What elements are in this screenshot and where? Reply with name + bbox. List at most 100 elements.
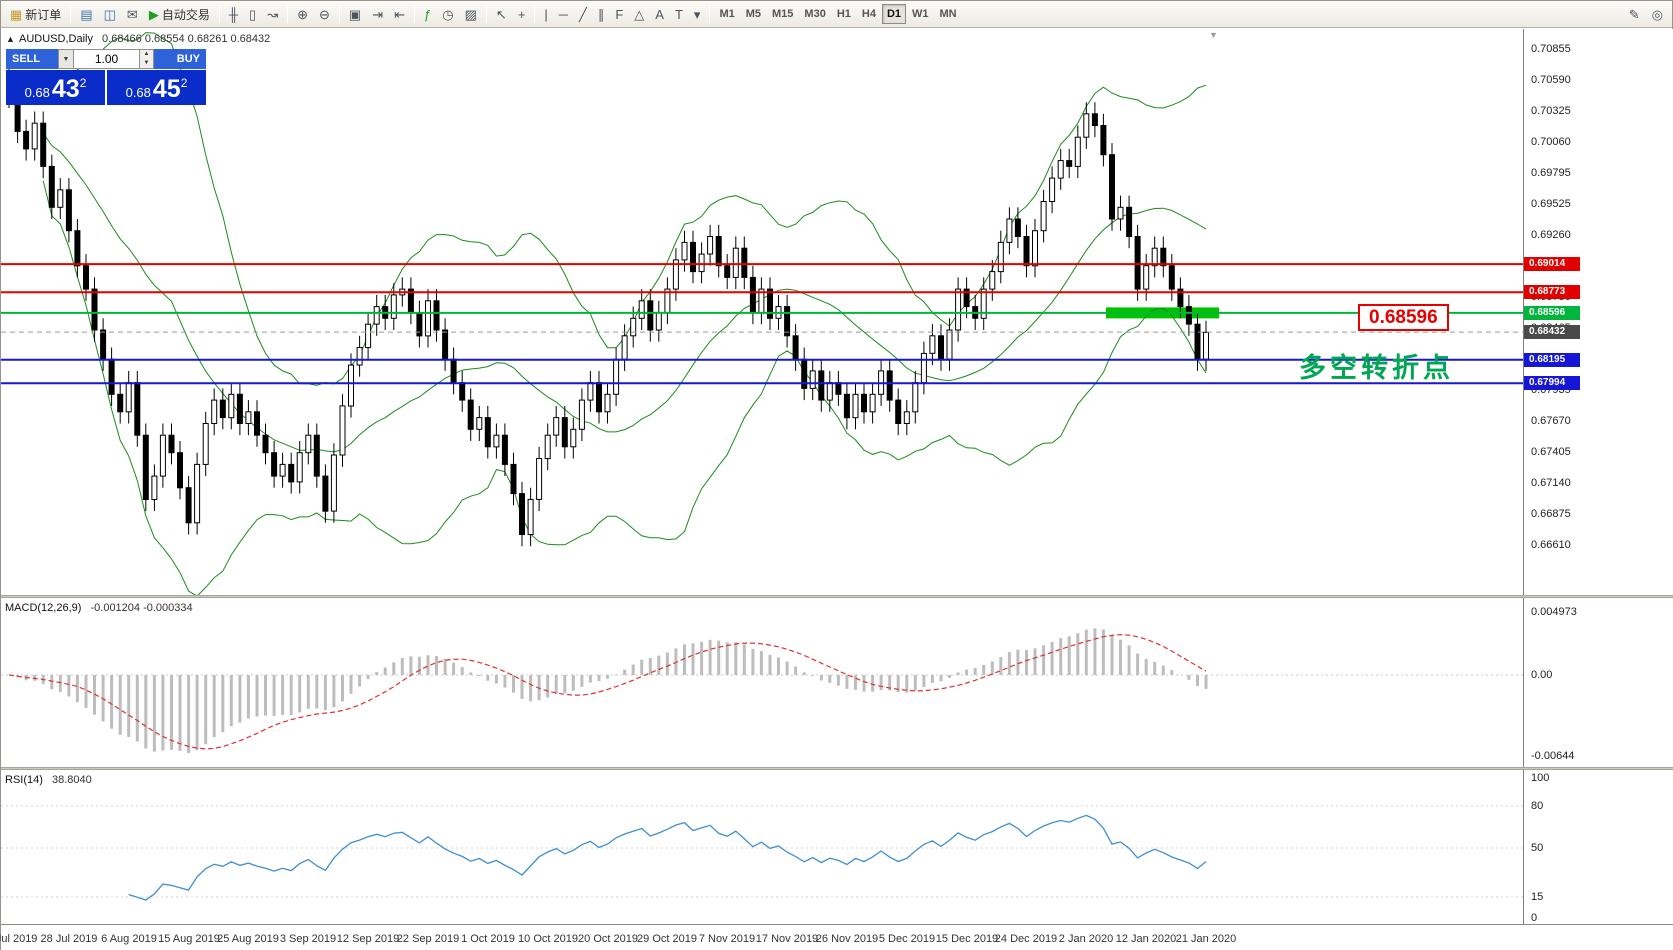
- text-button[interactable]: A: [650, 3, 669, 25]
- zoom-in-button[interactable]: ⊕: [292, 3, 313, 25]
- fibonacci-icon: F: [615, 6, 624, 22]
- rsi-pane[interactable]: RSI(14) 38.8040: [1, 770, 1673, 924]
- toolbar-separator: [414, 5, 416, 23]
- rsi-tick-label: 0: [1531, 912, 1538, 924]
- candlestick-plot[interactable]: [1, 29, 1673, 595]
- bar-chart-button[interactable]: ╫: [224, 3, 243, 25]
- vertical-line-button[interactable]: |: [539, 3, 552, 25]
- label-button[interactable]: T: [670, 3, 688, 25]
- alerts-button[interactable]: ✉: [122, 3, 143, 25]
- rsi-tick-label: 15: [1531, 891, 1544, 903]
- vertical-line-icon: |: [544, 6, 548, 22]
- bar-chart-icon: ╫: [228, 6, 239, 22]
- macd-plot[interactable]: [1, 598, 1673, 767]
- arrows-dropdown-button[interactable]: ▾: [689, 3, 706, 25]
- price-tick-label: 0.70855: [1531, 43, 1571, 55]
- cursor-button[interactable]: ↖: [491, 3, 512, 25]
- auto-scroll-button[interactable]: ⇥: [367, 3, 388, 25]
- indicators-button[interactable]: ƒ: [419, 3, 436, 25]
- chart-ohlc-label: AUDUSD,Daily 0.68466 0.68554 0.68261 0.6…: [19, 33, 270, 45]
- tile-windows-button[interactable]: ▣: [344, 3, 366, 25]
- date-tick-label: 20 Oct 2019: [578, 933, 638, 945]
- channel-button[interactable]: ∥: [593, 3, 610, 25]
- label-icon: T: [674, 6, 683, 22]
- macd-tick-label: 0.00: [1531, 669, 1553, 681]
- price-tick-label: 0.67405: [1531, 446, 1571, 458]
- profiles-button[interactable]: ◫: [99, 3, 121, 25]
- one-click-collapse-icon[interactable]: ▲: [6, 34, 15, 44]
- horizontal-line-button[interactable]: ─: [554, 3, 573, 25]
- pane-splitter[interactable]: [1, 767, 1673, 770]
- sell-price-pipette: 2: [79, 76, 87, 90]
- annotation-note[interactable]: 多空转折点: [1299, 353, 1454, 384]
- volume-down-icon[interactable]: ▼: [143, 60, 150, 66]
- pencil-icon: ✎: [1628, 6, 1640, 22]
- candle-chart-button[interactable]: ▯: [244, 3, 261, 25]
- crosshair-icon: +: [517, 6, 526, 22]
- crosshair-button[interactable]: +: [513, 3, 531, 25]
- main-chart-pane[interactable]: ▲ AUDUSD,Daily 0.68466 0.68554 0.68261 0…: [1, 29, 1673, 595]
- templates-button[interactable]: ▨: [460, 3, 482, 25]
- timeframe-button-m1[interactable]: M1: [714, 4, 739, 24]
- buy-button[interactable]: BUY: [154, 49, 206, 69]
- volume-stepper: ▲ ▼: [140, 49, 154, 69]
- price-line-badge: 0.68773: [1524, 285, 1580, 299]
- timeframe-button-m15[interactable]: M15: [767, 4, 798, 24]
- zoom-in-icon: ⊕: [297, 6, 309, 22]
- volume-up-icon[interactable]: ▲: [143, 51, 150, 57]
- sell-button[interactable]: SELL: [6, 49, 58, 69]
- price-tick-label: 0.70325: [1531, 105, 1571, 117]
- chart-shift-button[interactable]: ⇤: [389, 3, 410, 25]
- symbol-period-label: AUDUSD,Daily: [19, 33, 93, 45]
- sell-price-base: 0.68: [24, 85, 50, 100]
- price-tick-label: 0.67670: [1531, 415, 1571, 427]
- volume-input[interactable]: 1.00: [74, 49, 140, 69]
- timeframe-button-h1[interactable]: H1: [832, 4, 856, 24]
- alerts-icon: ✉: [126, 6, 138, 22]
- line-chart-button[interactable]: ↝: [262, 3, 283, 25]
- volume-dropdown-button[interactable]: ▼: [58, 49, 74, 69]
- date-tick-label: 5 Dec 2019: [878, 933, 936, 945]
- sell-price-display[interactable]: 0.68 43 2: [6, 70, 105, 105]
- price-tick-label: 0.69525: [1531, 198, 1571, 210]
- timeframe-button-w1[interactable]: W1: [907, 4, 934, 24]
- toolbar: ▦ 新订单 ▤ ◫ ✉ ▶ 自动交易 ╫ ▯ ↝ ⊕ ⊖ ▣ ⇥ ⇤ ƒ ◷ ▨…: [1, 1, 1672, 28]
- timeframe-button-d1[interactable]: D1: [881, 4, 907, 24]
- rsi-label: RSI(14) 38.8040: [5, 774, 92, 786]
- macd-pane[interactable]: MACD(12,26,9) -0.001204 -0.000334: [1, 598, 1673, 767]
- price-tick-label: 0.66610: [1531, 539, 1571, 551]
- timeframe-button-mn[interactable]: MN: [935, 4, 962, 24]
- price-callout[interactable]: 0.68596: [1358, 304, 1449, 331]
- buy-price-base: 0.68: [125, 85, 151, 100]
- price-scale[interactable]: 0.70855 0.70590 0.70325 0.70060 0.69795 0.695…: [1523, 29, 1673, 924]
- price-line-badge: 0.67994: [1524, 376, 1580, 390]
- fibonacci-button[interactable]: F: [610, 3, 628, 25]
- buy-price-display[interactable]: 0.68 45 2: [107, 70, 206, 105]
- price-tick-label: 0.66875: [1531, 508, 1571, 520]
- price-tick-label: 0.69260: [1531, 229, 1571, 241]
- price-line-badge: 0.68596: [1524, 306, 1580, 320]
- charts-button[interactable]: ▤: [75, 3, 97, 25]
- shapes-button[interactable]: △: [629, 3, 649, 25]
- pencil-button[interactable]: ✎: [1624, 3, 1645, 25]
- macd-label: MACD(12,26,9) -0.001204 -0.000334: [5, 602, 193, 614]
- periods-button[interactable]: ◷: [437, 3, 458, 25]
- date-tick-label: 6 Aug 2019: [101, 933, 157, 945]
- autotrading-button[interactable]: ▶ 自动交易: [144, 3, 215, 25]
- timeframe-button-m5[interactable]: M5: [741, 4, 766, 24]
- cursor-icon: ↖: [495, 6, 507, 22]
- pane-splitter[interactable]: [1, 595, 1673, 598]
- new-order-button[interactable]: ▦ 新订单: [5, 3, 66, 25]
- timeframe-button-m30[interactable]: M30: [799, 4, 830, 24]
- rsi-plot[interactable]: [1, 770, 1673, 924]
- search-button[interactable]: ◎: [1647, 3, 1668, 25]
- trendline-button[interactable]: ╱: [574, 3, 592, 25]
- zoom-out-button[interactable]: ⊖: [314, 3, 335, 25]
- timeframe-button-h4[interactable]: H4: [857, 4, 881, 24]
- chart-shift-marker-icon[interactable]: ▼: [1209, 30, 1218, 40]
- shapes-icon: △: [634, 6, 645, 22]
- toolbar-separator: [70, 5, 72, 23]
- ohlc-values: 0.68466 0.68554 0.68261 0.68432: [102, 33, 271, 45]
- chevron-down-icon: ▾: [693, 6, 701, 22]
